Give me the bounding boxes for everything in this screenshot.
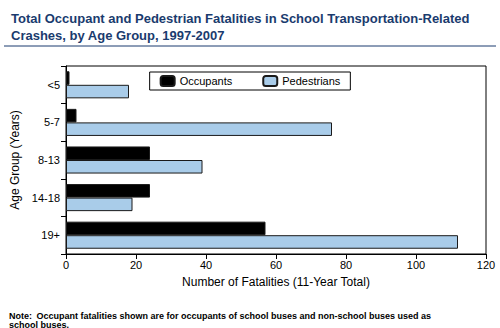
svg-text:Crashes, by Age Group, 1997-20: Crashes, by Age Group, 1997-2007 <box>11 28 224 43</box>
svg-text:80: 80 <box>340 259 352 271</box>
svg-text:Number of Fatalities (11-Year: Number of Fatalities (11-Year Total) <box>182 275 370 289</box>
svg-text:60: 60 <box>270 259 282 271</box>
svg-text:Pedestrians: Pedestrians <box>282 75 341 87</box>
svg-text:5-7: 5-7 <box>44 116 60 128</box>
svg-text:<5: <5 <box>47 79 60 91</box>
svg-text:19+: 19+ <box>41 229 60 241</box>
svg-text:Note:: Note: <box>9 310 32 321</box>
svg-text:Occupants: Occupants <box>180 75 233 87</box>
svg-text:Total Occupant and Pedestrian: Total Occupant and Pedestrian Fatalities… <box>11 11 473 26</box>
svg-text:school buses.: school buses. <box>9 320 69 328</box>
svg-text:8-13: 8-13 <box>38 154 60 166</box>
svg-text:0: 0 <box>63 259 69 271</box>
svg-text:120: 120 <box>477 259 495 271</box>
svg-text:Occupant fatalities shown are: Occupant fatalities shown are for occupa… <box>34 311 434 321</box>
svg-text:100: 100 <box>407 259 425 271</box>
svg-text:20: 20 <box>130 259 142 271</box>
svg-text:14-18: 14-18 <box>32 192 60 204</box>
svg-text:40: 40 <box>200 259 212 271</box>
svg-text:Age Group (Years): Age Group (Years) <box>8 110 22 210</box>
